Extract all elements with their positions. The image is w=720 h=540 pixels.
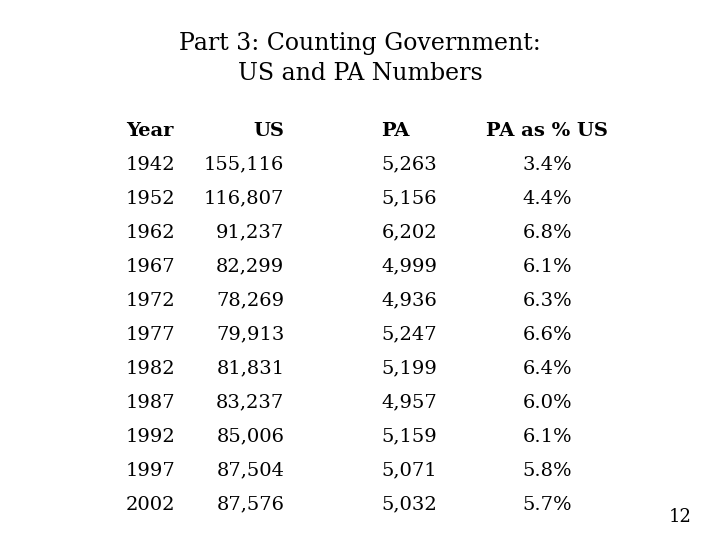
Text: 6.1%: 6.1%	[523, 428, 572, 445]
Text: 5,199: 5,199	[382, 360, 438, 377]
Text: US: US	[253, 122, 284, 139]
Text: 1972: 1972	[126, 292, 176, 309]
Text: 1942: 1942	[126, 156, 176, 173]
Text: 5,159: 5,159	[382, 428, 437, 445]
Text: 1952: 1952	[126, 190, 176, 207]
Text: 6.4%: 6.4%	[523, 360, 572, 377]
Text: 85,006: 85,006	[217, 428, 284, 445]
Text: 6,202: 6,202	[382, 224, 437, 241]
Text: Year: Year	[126, 122, 174, 139]
Text: 87,576: 87,576	[217, 496, 284, 514]
Text: 82,299: 82,299	[216, 258, 284, 275]
Text: 6.6%: 6.6%	[523, 326, 572, 343]
Text: 3.4%: 3.4%	[522, 156, 572, 173]
Text: 5,071: 5,071	[382, 462, 437, 480]
Text: 4,936: 4,936	[382, 292, 438, 309]
Text: 91,237: 91,237	[216, 224, 284, 241]
Text: 4,999: 4,999	[382, 258, 438, 275]
Text: 5.8%: 5.8%	[523, 462, 572, 480]
Text: 5.7%: 5.7%	[523, 496, 572, 514]
Text: 81,831: 81,831	[216, 360, 284, 377]
Text: 79,913: 79,913	[216, 326, 284, 343]
Text: 2002: 2002	[126, 496, 176, 514]
Text: 4,957: 4,957	[382, 394, 437, 411]
Text: 1997: 1997	[126, 462, 176, 480]
Text: 6.3%: 6.3%	[522, 292, 572, 309]
Text: 5,247: 5,247	[382, 326, 437, 343]
Text: 116,807: 116,807	[204, 190, 284, 207]
Text: 5,263: 5,263	[382, 156, 437, 173]
Text: 4.4%: 4.4%	[523, 190, 572, 207]
Text: PA as % US: PA as % US	[486, 122, 608, 139]
Text: 1992: 1992	[126, 428, 176, 445]
Text: 1967: 1967	[126, 258, 176, 275]
Text: 6.0%: 6.0%	[523, 394, 572, 411]
Text: 87,504: 87,504	[217, 462, 284, 480]
Text: 83,237: 83,237	[216, 394, 284, 411]
Text: 155,116: 155,116	[204, 156, 284, 173]
Text: 6.1%: 6.1%	[523, 258, 572, 275]
Text: Part 3: Counting Government:
US and PA Numbers: Part 3: Counting Government: US and PA N…	[179, 32, 541, 85]
Text: 1987: 1987	[126, 394, 176, 411]
Text: 5,032: 5,032	[382, 496, 437, 514]
Text: 12: 12	[668, 509, 691, 526]
Text: 1982: 1982	[126, 360, 176, 377]
Text: 6.8%: 6.8%	[523, 224, 572, 241]
Text: PA: PA	[382, 122, 410, 139]
Text: 5,156: 5,156	[382, 190, 437, 207]
Text: 1977: 1977	[126, 326, 176, 343]
Text: 1962: 1962	[126, 224, 176, 241]
Text: 78,269: 78,269	[216, 292, 284, 309]
